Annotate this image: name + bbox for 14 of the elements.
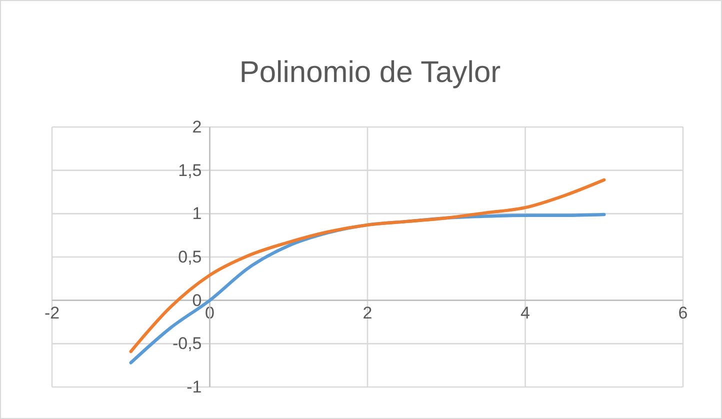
x-tick-label: 6 [678, 303, 688, 322]
y-tick-label: 1 [192, 204, 202, 224]
y-tick-label: 1,5 [178, 160, 202, 180]
y-tick-label: -1 [186, 377, 202, 396]
x-tick-label: 0 [205, 303, 214, 322]
y-tick-label: 0,5 [178, 247, 202, 266]
x-tick-label: 4 [520, 303, 530, 322]
y-tick-label: 0 [192, 290, 202, 310]
line-series [129, 178, 606, 354]
y-tick-label: -0,5 [172, 334, 202, 354]
chart-title: Polinomio de Taylor [239, 56, 501, 89]
x-tick-label: 2 [362, 303, 372, 322]
x-tick-label: -2 [44, 303, 60, 322]
y-tick-label: 2 [192, 117, 202, 136]
